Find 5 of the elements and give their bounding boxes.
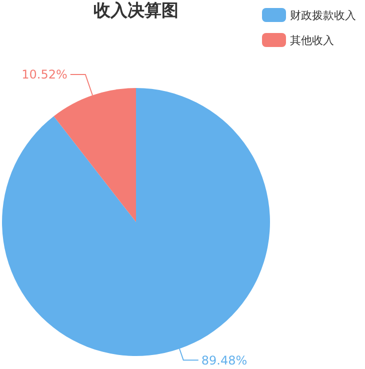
chart-title: 收入决算图 xyxy=(94,1,178,21)
legend-label: 财政拨款收入 xyxy=(290,8,356,22)
data-label: 10.52% xyxy=(22,68,68,82)
legend-label: 其他收入 xyxy=(290,34,334,47)
data-label: 89.48% xyxy=(201,353,248,368)
